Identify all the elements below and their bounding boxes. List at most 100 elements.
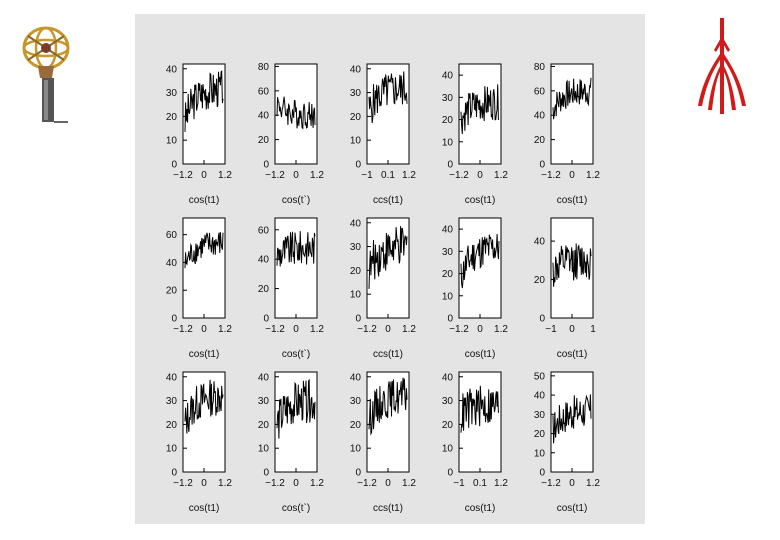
x-tick-label: −1.2 [265, 324, 285, 335]
x-tick-label: −1.2 [541, 170, 561, 181]
x-axis-title: cos(t`) [282, 194, 310, 206]
x-tick-label: 0 [569, 478, 575, 489]
y-tick-label: 80 [258, 62, 270, 73]
y-tick-label: 0 [355, 160, 361, 171]
histogram-series-line [460, 233, 500, 289]
y-tick-label: 40 [534, 237, 546, 248]
x-tick-label: 1.2 [218, 170, 232, 181]
y-tick-label: 40 [534, 391, 546, 402]
x-axis-title: ccs(t1) [373, 195, 403, 206]
x-tick-label: 1.2 [586, 478, 600, 489]
y-tick-label: 30 [166, 396, 178, 407]
y-tick-label: 20 [350, 266, 362, 277]
y-tick-label: 20 [166, 420, 178, 431]
y-tick-label: 40 [350, 372, 362, 383]
y-tick-label: 0 [171, 160, 177, 171]
x-tick-label: 0 [201, 478, 207, 489]
red-emblem-logo-icon [698, 18, 746, 114]
x-tick-label: −1.2 [265, 478, 285, 489]
x-tick-label: 0 [201, 170, 207, 181]
x-axis-title: cos(t1) [465, 195, 496, 206]
x-tick-label: 0 [477, 324, 483, 335]
x-tick-label: −1.2 [449, 324, 469, 335]
x-tick-label: −1.2 [173, 170, 193, 181]
y-tick-label: 10 [350, 136, 362, 147]
y-tick-label: 10 [350, 290, 362, 301]
y-tick-label: 60 [258, 86, 270, 97]
plot-frame [274, 217, 318, 319]
histogram-series-line [276, 231, 316, 267]
y-tick-label: 40 [166, 64, 178, 75]
y-tick-label: 20 [534, 135, 546, 146]
y-tick-label: 20 [350, 420, 362, 431]
y-tick-label: 30 [350, 88, 362, 99]
x-axis-title: cos(t1) [189, 349, 220, 360]
y-tick-label: 0 [539, 468, 545, 479]
x-tick-label: −1 [453, 478, 465, 489]
y-tick-label: 0 [263, 160, 269, 171]
y-tick-label: 0 [171, 468, 177, 479]
y-tick-label: 50 [534, 371, 546, 382]
x-tick-label: −1.2 [449, 170, 469, 181]
y-tick-label: 30 [442, 396, 454, 407]
histogram-series-line [184, 70, 224, 132]
x-tick-label: −1.2 [357, 324, 377, 335]
y-tick-label: 10 [442, 137, 454, 148]
histogram-series-line [184, 379, 224, 434]
x-tick-label: 1.2 [310, 170, 324, 181]
y-tick-label: 60 [166, 230, 178, 241]
x-tick-label: 0 [293, 170, 299, 181]
x-tick-label: 1.2 [310, 324, 324, 335]
x-axis-title: cos(t1) [465, 349, 496, 360]
histogram-series-line [276, 96, 316, 130]
histogram-series-line [552, 243, 592, 287]
histogram-1-3: 0 10 20 30 40 −1 0.1 1.2 ccs(t1) [350, 63, 416, 206]
x-tick-label: 1.2 [218, 324, 232, 335]
y-tick-label: 30 [350, 396, 362, 407]
y-tick-label: 40 [442, 372, 454, 383]
x-tick-label: 1 [590, 324, 596, 335]
y-tick-label: 20 [534, 275, 546, 286]
y-tick-label: 0 [539, 314, 545, 325]
x-axis-title: cos(t`) [282, 348, 310, 360]
y-tick-label: 40 [258, 255, 270, 266]
y-tick-label: 40 [166, 372, 178, 383]
y-tick-label: 10 [442, 291, 454, 302]
plot-frame [550, 63, 594, 165]
histogram-series-line [276, 378, 316, 439]
y-tick-label: 40 [442, 225, 454, 236]
x-tick-label: −1.2 [357, 478, 377, 489]
histogram-canvas: 0 10 20 30 40 −1.2 0 1.2 cos(t1) 0 20 40 60 80 −1.2 0 1.… [135, 14, 645, 524]
y-tick-label: 0 [355, 314, 361, 325]
y-tick-label: 60 [258, 225, 270, 236]
y-tick-label: 20 [534, 429, 546, 440]
x-axis-title: cos(t1) [465, 503, 496, 514]
y-tick-label: 20 [166, 286, 178, 297]
x-tick-label: 0 [385, 324, 391, 335]
x-axis-title: cos(t1) [557, 195, 588, 206]
y-tick-label: 10 [350, 444, 362, 455]
histogram-series-line [460, 385, 499, 433]
y-tick-label: 20 [166, 112, 178, 123]
y-tick-label: 10 [258, 444, 270, 455]
x-tick-label: 0 [293, 324, 299, 335]
y-tick-label: 20 [258, 420, 270, 431]
y-tick-label: 10 [166, 444, 178, 455]
y-tick-label: 0 [355, 468, 361, 479]
x-tick-label: 1.2 [494, 324, 508, 335]
y-tick-label: 40 [442, 71, 454, 82]
y-tick-label: 0 [263, 314, 269, 325]
y-tick-label: 30 [442, 93, 454, 104]
histogram-3-4: 0 10 20 30 40 −1 0.1 1.2 cos(t1) [442, 371, 508, 514]
histogram-series-line [368, 377, 408, 436]
y-tick-label: 80 [534, 62, 546, 73]
x-tick-label: −1.2 [173, 324, 193, 335]
